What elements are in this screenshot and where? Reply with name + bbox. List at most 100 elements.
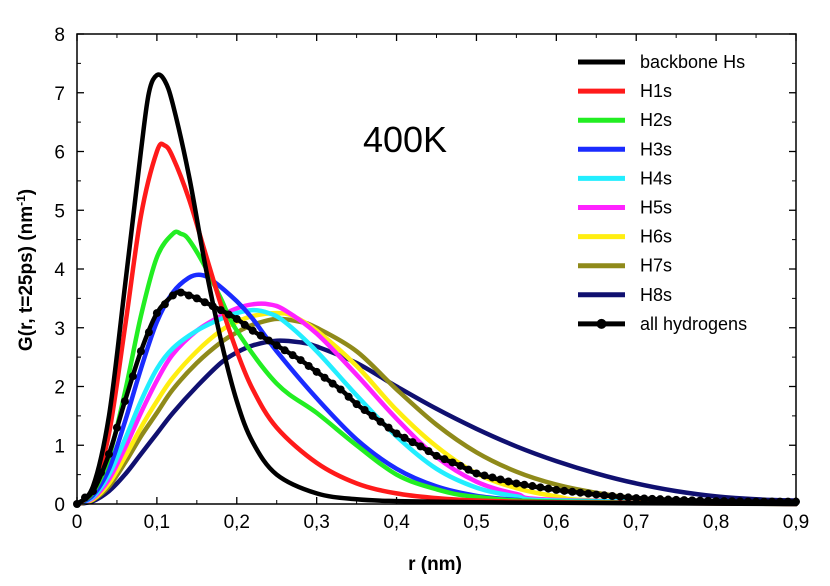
series-line [74, 141, 799, 507]
series-marker [552, 485, 561, 494]
legend-item: H1s [578, 81, 672, 101]
series-marker [352, 400, 361, 409]
series-all-hydrogens [73, 288, 800, 508]
series-marker [400, 433, 409, 442]
y-axis-label-main: G(r, t=25ps) (nm [16, 206, 37, 351]
series-marker [80, 493, 89, 502]
series-h2s [74, 229, 799, 507]
series-marker [640, 494, 649, 503]
series-marker [520, 480, 529, 489]
x-tick-label: 0,2 [224, 512, 250, 533]
series-marker [584, 489, 593, 498]
series-h4s [74, 307, 799, 507]
series-marker [192, 294, 201, 303]
series-marker [88, 487, 97, 496]
series-marker [256, 331, 265, 340]
series-marker [272, 341, 281, 350]
legend-item: H2s [578, 110, 672, 130]
y-tick-label: 0 [54, 495, 65, 516]
series-marker [456, 461, 465, 470]
series-line [74, 72, 799, 507]
y-tick-label: 2 [54, 378, 65, 399]
series-line [74, 301, 799, 507]
series-line [74, 307, 799, 507]
legend-marker [596, 318, 607, 329]
series-marker [480, 471, 489, 480]
series-marker [368, 411, 377, 420]
x-tick-label: 0,6 [543, 512, 569, 533]
series-marker [224, 310, 233, 319]
series-marker [608, 492, 617, 501]
series-marker [528, 482, 537, 491]
legend-item: H3s [578, 139, 672, 159]
series-marker [176, 288, 185, 297]
x-tick-label: 0,5 [463, 512, 489, 533]
series-marker [600, 491, 609, 500]
legend: backbone Hs H1s H2s H3s H4s H5s H6s H7s H8s all h… [578, 52, 747, 334]
legend-item: H8s [578, 285, 672, 305]
legend-label: H1s [640, 81, 672, 101]
series-marker [216, 306, 225, 315]
legend-label: H2s [640, 110, 672, 130]
series-marker [136, 347, 145, 356]
series-marker [280, 346, 289, 355]
plot-frame [76, 33, 797, 505]
series-marker [104, 450, 113, 459]
series-marker [688, 496, 697, 505]
series-marker [544, 484, 553, 493]
legend-label: H7s [640, 256, 672, 276]
y-tick-label: 1 [54, 436, 65, 457]
series-marker [440, 455, 449, 464]
series-marker [512, 479, 521, 488]
series-marker [144, 328, 153, 337]
tick-labels: 0 0,1 0,2 0,3 0,4 0,5 0,6 0,7 0,8 0,9 0 1 2 3 4 5 6 7 8 [54, 25, 809, 533]
series-h7s [74, 316, 799, 507]
series-marker [472, 469, 481, 478]
x-tick-label: 0,9 [783, 512, 809, 533]
x-axis-label: r (nm) [408, 554, 462, 575]
series-marker [504, 477, 513, 486]
series-marker [376, 417, 385, 426]
series-marker [664, 495, 673, 504]
series-marker [344, 392, 353, 401]
series-marker [624, 493, 633, 502]
series-marker [424, 447, 433, 456]
series-layer [73, 72, 800, 508]
y-tick-label: 7 [54, 84, 65, 105]
series-marker [464, 465, 473, 474]
series-marker [592, 490, 601, 499]
legend-label: H5s [640, 198, 672, 218]
series-line [74, 229, 799, 507]
legend-label: backbone Hs [640, 52, 745, 72]
legend-item: backbone Hs [578, 52, 745, 72]
series-marker [384, 423, 393, 432]
legend-item: H5s [578, 198, 672, 218]
series-marker [560, 486, 569, 495]
x-tick-label: 0,3 [303, 512, 329, 533]
series-marker [568, 487, 577, 496]
series-line [74, 310, 799, 507]
series-marker [416, 442, 425, 451]
series-marker [704, 496, 713, 505]
x-tick-label: 0,8 [703, 512, 729, 533]
legend-label: all hydrogens [640, 314, 747, 334]
series-marker [152, 309, 161, 318]
series-marker [184, 291, 193, 300]
series-marker [360, 406, 369, 414]
x-tick-label: 0 [72, 512, 83, 533]
series-marker [432, 451, 441, 460]
series-marker [408, 438, 417, 447]
series-marker [336, 385, 345, 394]
x-tick-label: 0,7 [623, 512, 649, 533]
y-axis-label-superscript: -1 [14, 195, 28, 206]
series-marker [112, 423, 121, 432]
series-marker [312, 367, 321, 376]
series-marker [232, 314, 241, 323]
series-marker [672, 495, 681, 504]
series-marker [536, 483, 545, 492]
series-marker [304, 361, 313, 370]
series-backbone-hs [74, 72, 799, 507]
y-tick-label: 3 [54, 319, 65, 340]
legend-item: H7s [578, 256, 672, 276]
